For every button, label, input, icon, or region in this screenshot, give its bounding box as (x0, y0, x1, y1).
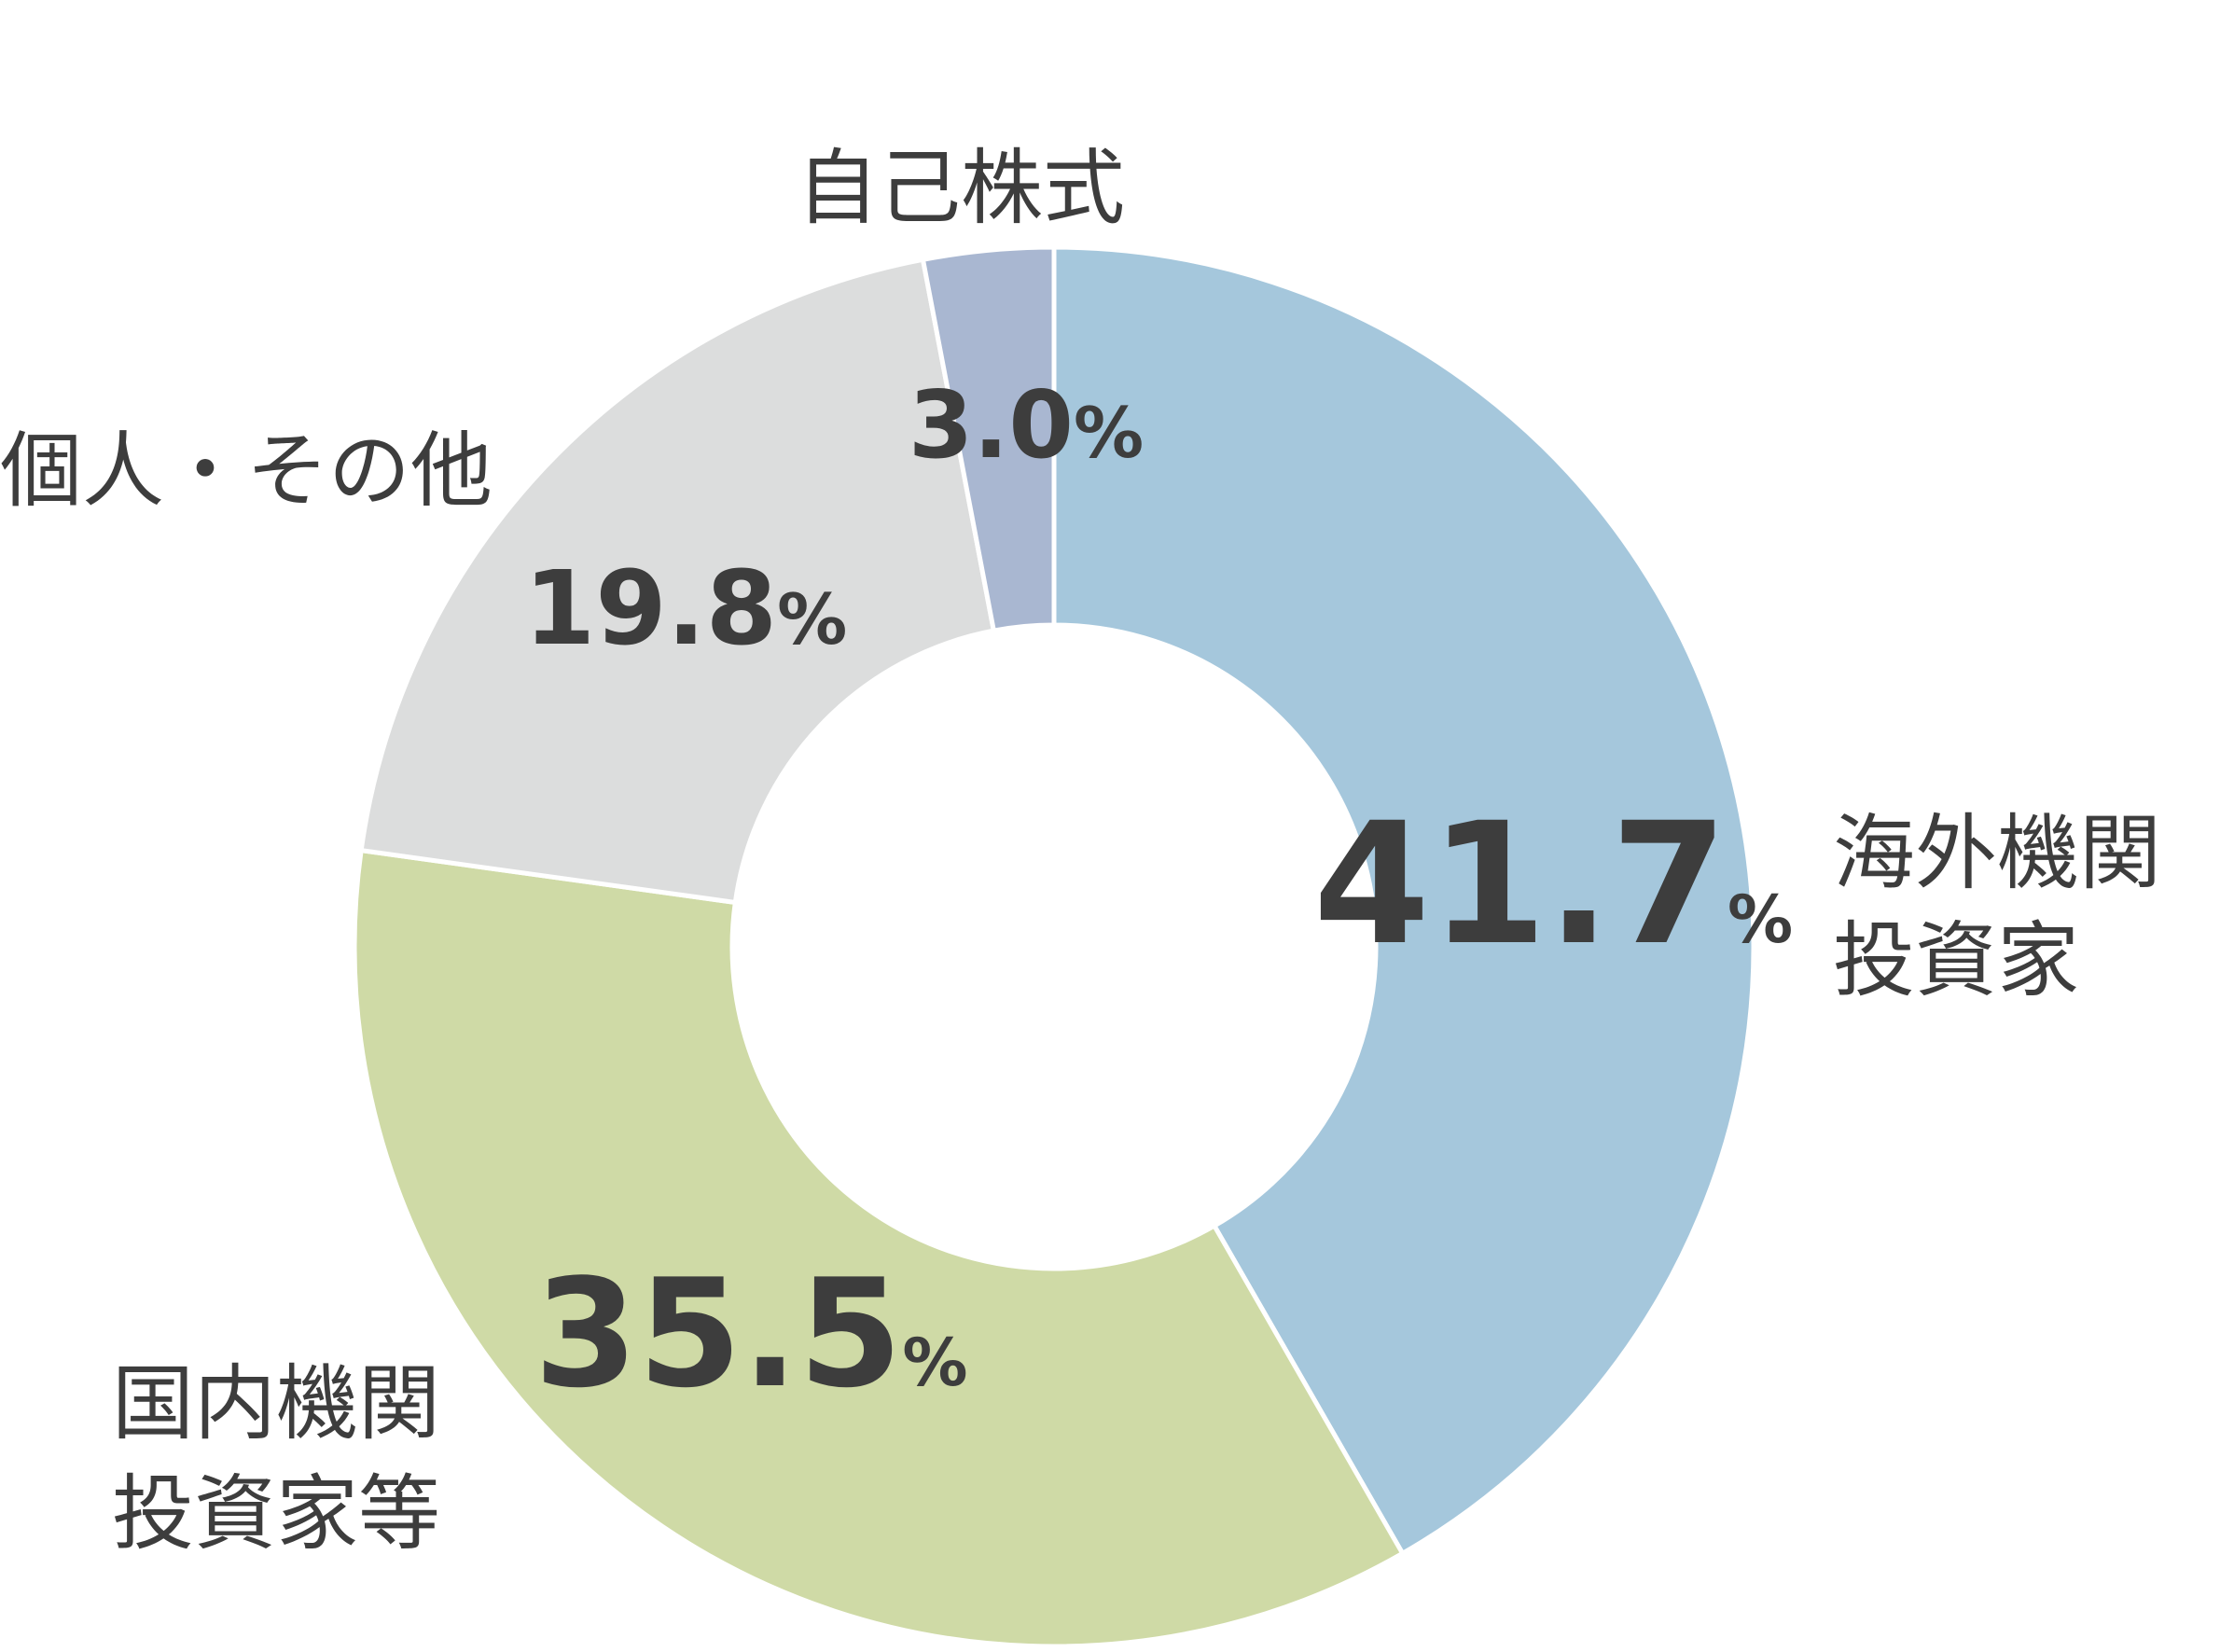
category-label-line: 海外機関 (1833, 805, 2161, 901)
category-label-line: 投資家 (1833, 912, 2079, 1008)
percent-unit: % (1074, 392, 1144, 474)
category-label-1: 海外機関投資家 (1833, 805, 2161, 1008)
category-label-line: 投資家等 (112, 1465, 440, 1562)
percent-unit: % (902, 1325, 967, 1401)
percent-label-2: 35.5% (534, 1246, 968, 1421)
percent-label-4: 3.0% (909, 370, 1144, 479)
donut-slices (352, 244, 1756, 1649)
donut-slice-2 (352, 847, 1407, 1649)
percent-value: 19.8 (524, 548, 777, 668)
donut-slice-4 (920, 244, 1057, 634)
category-label-2: 国内機関投資家等 (112, 1355, 440, 1562)
percent-value: 41.7 (1313, 787, 1727, 982)
category-label-line: 自己株式 (797, 140, 1125, 236)
percent-unit: % (1727, 882, 1793, 958)
donut-slice-3 (358, 257, 997, 906)
percent-label-1: 41.7% (1313, 787, 1793, 982)
category-label-line: 国内機関 (112, 1355, 440, 1451)
category-label-line: 個人・その他 (0, 423, 493, 519)
percent-label-3: 19.8% (524, 548, 848, 668)
percent-unit: % (777, 578, 847, 660)
percentage-labels: 41.7%35.5%19.8%3.0% (524, 370, 1793, 1421)
percent-value: 3.0 (909, 370, 1074, 479)
category-label-4: 自己株式 (797, 140, 1125, 236)
category-label-3: 個人・その他 (0, 423, 493, 519)
donut-slice-1 (1051, 244, 1756, 1557)
percent-value: 35.5 (534, 1246, 903, 1421)
